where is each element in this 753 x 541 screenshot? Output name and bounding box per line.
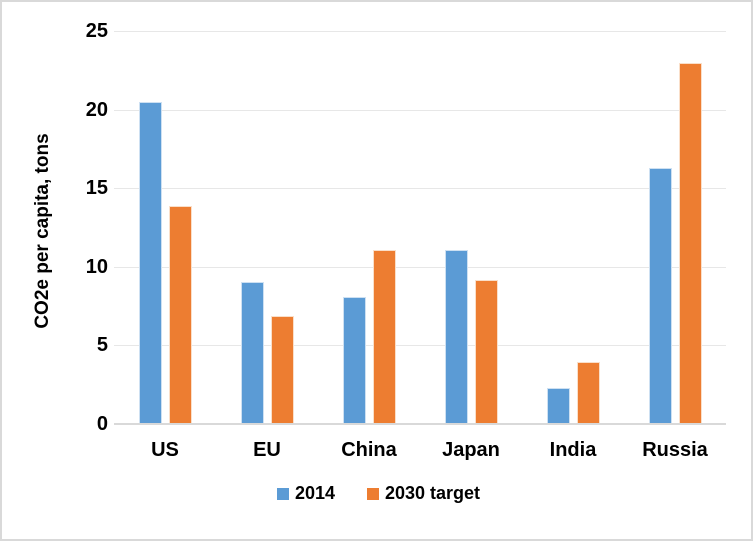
y-tick-label-0: 0 <box>96 413 108 435</box>
y-tick-label-15: 15 <box>85 177 108 199</box>
y-axis-title: CO2e per capita, tons <box>32 133 53 329</box>
x-axis-line <box>114 423 726 425</box>
y-tick-label-25: 25 <box>85 20 108 42</box>
legend-label: 2030 target <box>384 483 481 503</box>
y-tick-label-5: 5 <box>96 334 108 356</box>
bar-2030-target-India <box>577 362 600 423</box>
y-tick-label-20: 20 <box>85 99 108 121</box>
x-category-label-Russia: Russia <box>642 439 708 461</box>
y-tick-label-10: 10 <box>85 256 108 278</box>
legend-item-2030-target: 2030 target <box>366 483 481 504</box>
x-category-label-EU: EU <box>253 439 281 461</box>
bar-2030-target-US <box>169 206 192 423</box>
bar-2014-EU <box>241 282 264 423</box>
legend-swatch-icon <box>276 487 289 500</box>
gridline-y-5 <box>114 345 726 346</box>
legend-item-2014: 2014 <box>276 483 335 504</box>
x-category-label-US: US <box>151 439 179 461</box>
gridline-y-10 <box>114 267 726 268</box>
bar-2014-Russia <box>649 168 672 423</box>
bar-2014-China <box>343 297 366 423</box>
bar-2014-US <box>139 102 162 423</box>
gridline-y-15 <box>114 188 726 189</box>
x-category-label-Japan: Japan <box>442 439 500 461</box>
bar-2030-target-Russia <box>679 63 702 423</box>
legend: 2014 2030 target <box>2 483 751 504</box>
legend-swatch-icon <box>366 487 379 500</box>
legend-label: 2014 <box>294 483 335 503</box>
gridline-y-20 <box>114 110 726 111</box>
bar-2014-India <box>547 388 570 423</box>
bar-2030-target-Japan <box>475 280 498 423</box>
gridline-y-25 <box>114 31 726 32</box>
bar-2030-target-EU <box>271 316 294 423</box>
bar-2030-target-China <box>373 250 396 423</box>
bar-2014-Japan <box>445 250 468 423</box>
x-category-label-India: India <box>549 439 597 461</box>
x-category-label-China: China <box>341 439 397 461</box>
